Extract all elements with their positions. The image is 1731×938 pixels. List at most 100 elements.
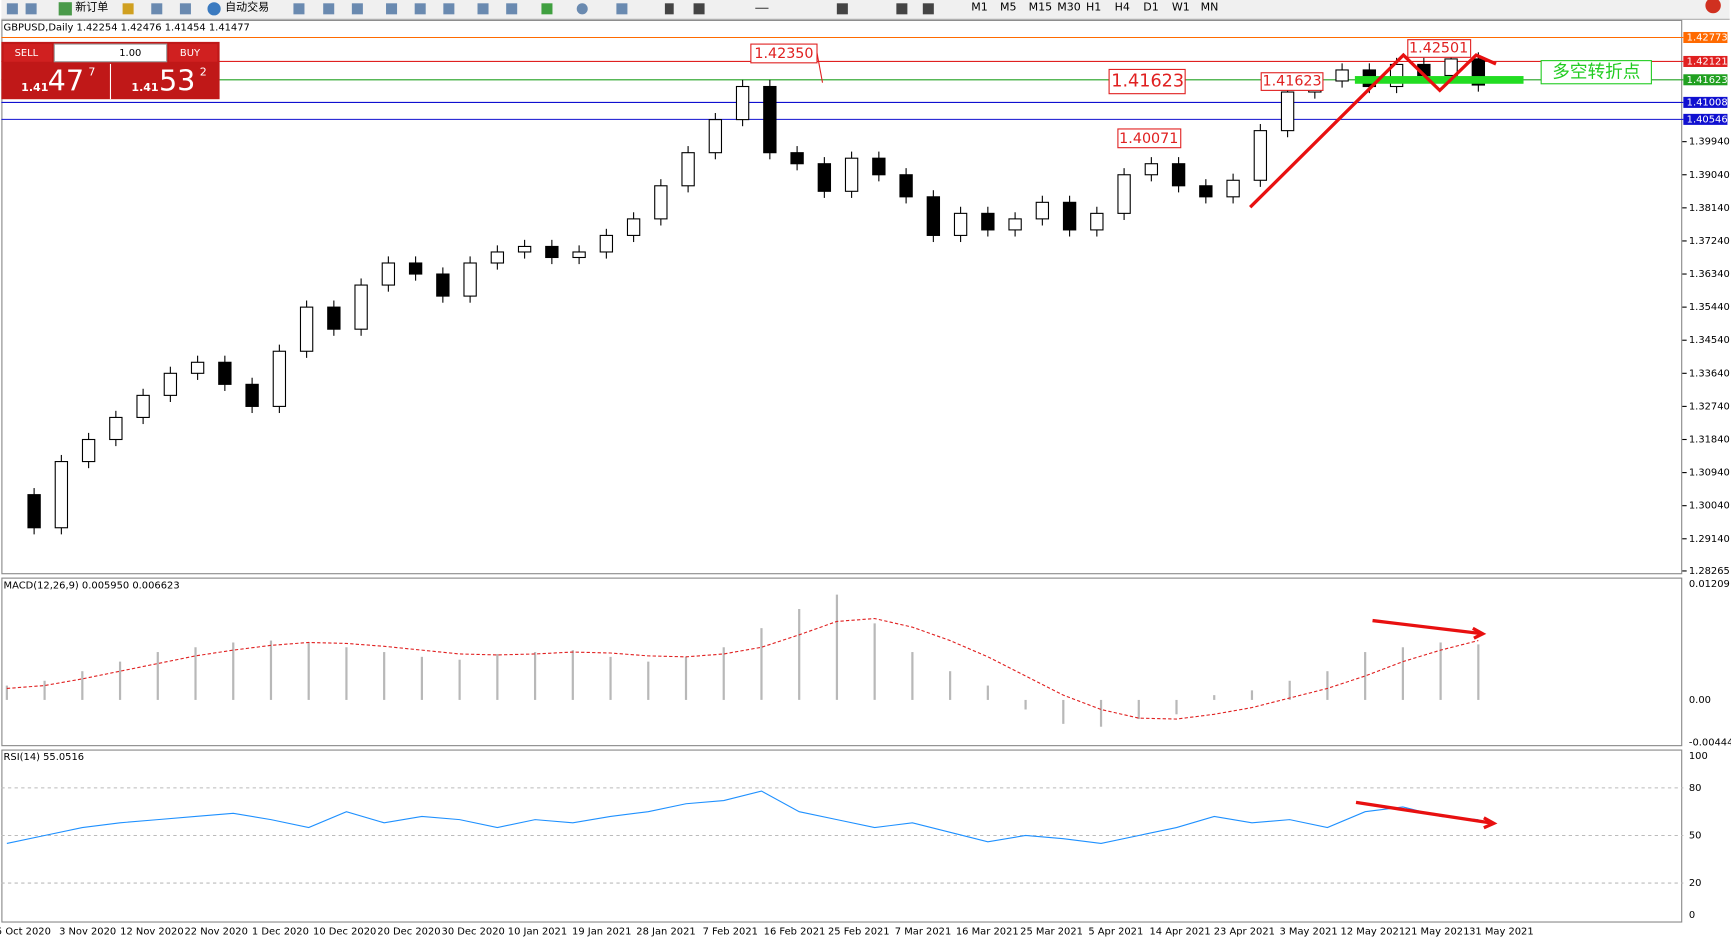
- buy-price-mid: 53: [159, 64, 195, 98]
- candle-body: [708, 119, 723, 154]
- timeframe-button[interactable]: MN: [1201, 1, 1219, 14]
- candle-body: [872, 157, 886, 176]
- macd-signal-line: [6, 617, 1479, 720]
- candle-body: [1335, 69, 1349, 82]
- candle-body: [354, 284, 368, 330]
- candle-body: [599, 234, 614, 253]
- candle-body: [572, 251, 586, 259]
- new-order-button[interactable]: 新订单: [75, 0, 108, 14]
- candle-body: [1199, 185, 1213, 198]
- price-level-tag: [1683, 55, 1728, 67]
- price-tick-label: 1.38140: [1689, 203, 1730, 214]
- timeframe-button[interactable]: W1: [1172, 1, 1190, 14]
- price-level-label: 1.42121: [1687, 56, 1728, 67]
- macd-tick-label: 0.00: [1689, 695, 1711, 706]
- candle-body: [517, 245, 532, 253]
- candle-body: [1144, 163, 1159, 176]
- date-label: 5 Oct 2020: [0, 926, 51, 937]
- annotation: 多空转折点: [1552, 62, 1640, 83]
- macd-tick-label: 0.01209: [1689, 579, 1730, 590]
- date-label: 31 May 2021: [1469, 926, 1534, 937]
- candle-body: [490, 251, 505, 264]
- sell-button[interactable]: [3, 44, 53, 62]
- buy-button[interactable]: [168, 44, 218, 62]
- rsi-tick-label: 80: [1689, 783, 1702, 794]
- date-label: 16 Mar 2021: [956, 926, 1019, 937]
- sell-price-small: 7: [88, 66, 95, 79]
- price-tick-label: 1.34540: [1689, 335, 1730, 346]
- candle-body: [408, 262, 423, 275]
- candle-body: [27, 494, 41, 529]
- rsi-line: [6, 790, 1479, 844]
- candle-body: [654, 185, 668, 220]
- timeframe-button[interactable]: D1: [1143, 1, 1159, 14]
- lot-input[interactable]: [53, 43, 168, 63]
- candle-body: [272, 350, 287, 407]
- timeframe-button[interactable]: M30: [1057, 1, 1081, 14]
- date-label: 25 Feb 2021: [828, 926, 890, 937]
- candle-body: [54, 461, 69, 529]
- candle-body: [817, 163, 832, 192]
- price-level-tag: [1683, 74, 1728, 86]
- candle-body: [790, 152, 804, 165]
- alert-icon[interactable]: [1705, 0, 1721, 14]
- main-chart-panel: [1, 19, 1683, 575]
- candle-body: [218, 361, 232, 385]
- price-level-tag: [1683, 31, 1728, 44]
- annotations: 1.42350 1.41623 1.41623 1.40071 1.42501 …: [750, 39, 1652, 830]
- timeframe-button[interactable]: M1: [971, 1, 988, 14]
- buy-price-small: 2: [200, 66, 207, 79]
- rsi-tick-label: 100: [1689, 751, 1708, 762]
- lot-value: 1.00: [119, 48, 141, 59]
- date-label: 3 Nov 2020: [59, 926, 116, 937]
- candle-body: [1444, 58, 1458, 77]
- price-level-tag: [1683, 113, 1728, 125]
- auto-trading-icon[interactable]: [207, 2, 221, 16]
- candle-body: [1226, 179, 1240, 198]
- price-level-tag: [1683, 96, 1728, 108]
- date-label: 21 May 2021: [1405, 926, 1470, 937]
- candle-body: [463, 262, 477, 297]
- price-tick-label: 1.30040: [1689, 501, 1730, 512]
- candle-body: [163, 372, 178, 396]
- price-tick-label: 1.39940: [1689, 137, 1730, 148]
- annotation: 1.40071: [1119, 131, 1178, 147]
- rsi-tick-label: 20: [1689, 878, 1702, 889]
- price-tick-label: 1.37240: [1689, 236, 1730, 247]
- price-level-label: 1.42773: [1687, 32, 1728, 43]
- date-label: 10 Jan 2021: [508, 926, 567, 937]
- candle-body: [844, 157, 859, 192]
- candle-body: [681, 152, 695, 187]
- date-label: 16 Feb 2021: [764, 926, 826, 937]
- price-level-label: 1.41008: [1687, 97, 1728, 108]
- date-label: 22 Nov 2020: [184, 926, 247, 937]
- annotation: 1.41623: [1262, 74, 1321, 90]
- candle-body: [1008, 218, 1022, 231]
- candle-body: [436, 273, 450, 297]
- candle-body: [381, 262, 396, 286]
- candle-body: [1035, 201, 1050, 220]
- candle-body: [545, 245, 559, 259]
- candle-body: [327, 306, 341, 330]
- price-tick-label: 1.28265: [1689, 566, 1730, 577]
- candle-body: [1062, 201, 1077, 231]
- timeframe-button[interactable]: H4: [1115, 1, 1130, 14]
- price-tick-label: 1.30940: [1689, 468, 1730, 479]
- candle-body: [190, 361, 205, 374]
- date-label: 12 Nov 2020: [120, 926, 183, 937]
- price-tick-label: 1.39040: [1689, 170, 1730, 181]
- candle-body: [109, 416, 123, 441]
- price-tick-label: 1.32740: [1689, 401, 1730, 412]
- timeframe-button[interactable]: M5: [1000, 1, 1017, 14]
- auto-trading-button[interactable]: 自动交易: [225, 0, 269, 14]
- timeframe-button[interactable]: M15: [1029, 1, 1053, 14]
- candle-body: [299, 306, 314, 352]
- sell-label: SELL: [15, 48, 39, 59]
- timeframe-button[interactable]: H1: [1086, 1, 1101, 14]
- date-label: 19 Jan 2021: [572, 926, 631, 937]
- new-order-icon[interactable]: [58, 2, 72, 16]
- candle-body: [735, 85, 750, 121]
- date-label: 14 Apr 2021: [1149, 926, 1210, 937]
- date-label: 12 May 2021: [1341, 926, 1406, 937]
